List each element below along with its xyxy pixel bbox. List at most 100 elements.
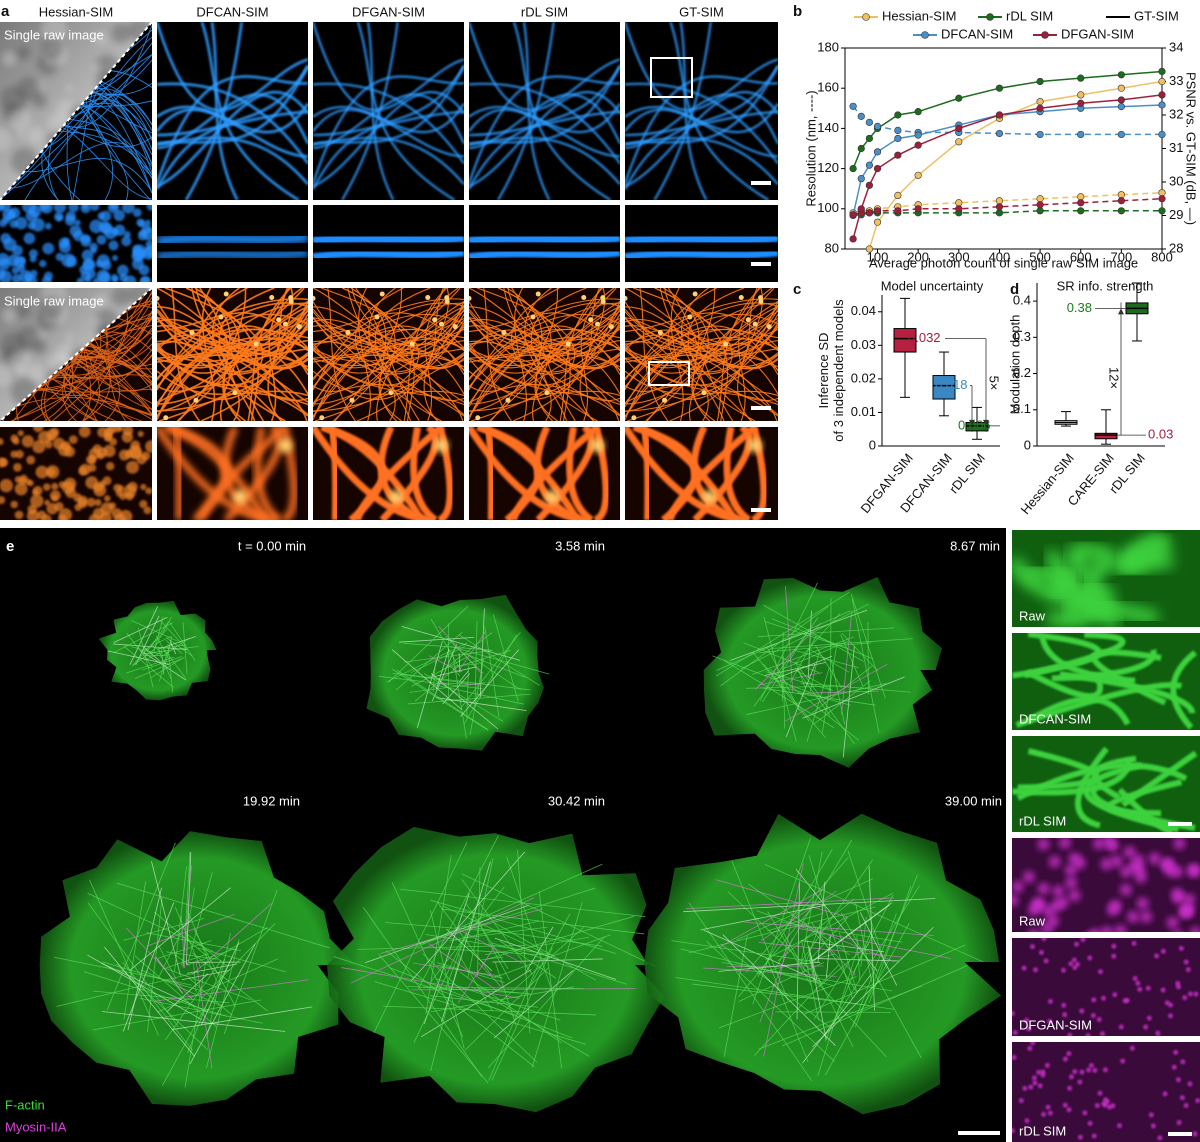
puncta <box>1096 1017 1102 1023</box>
puncta <box>565 341 571 347</box>
fiber <box>738 901 817 998</box>
speckle <box>33 427 44 433</box>
filament <box>469 91 620 188</box>
point <box>1158 101 1166 109</box>
puncta <box>505 397 511 403</box>
fiber <box>723 935 748 1058</box>
fiber <box>373 842 468 1034</box>
puncta <box>1167 1013 1173 1019</box>
puncta <box>1156 1035 1160 1036</box>
speckle <box>118 449 130 461</box>
fiber <box>797 927 951 959</box>
speckle <box>54 501 64 512</box>
point <box>865 181 873 189</box>
filament <box>625 354 778 416</box>
fiber <box>718 961 821 972</box>
fiber <box>680 948 822 985</box>
filament <box>313 354 464 416</box>
fiber <box>789 636 817 683</box>
fiber <box>403 650 493 663</box>
puncta <box>1110 855 1123 868</box>
scale-bar <box>751 181 771 185</box>
filament <box>625 328 778 404</box>
image-background <box>313 22 464 200</box>
puncta <box>313 295 316 301</box>
speckle <box>108 240 119 251</box>
point <box>955 138 963 146</box>
fiber <box>154 979 309 1002</box>
fiber <box>158 944 177 980</box>
puncta <box>1061 1002 1067 1008</box>
filament <box>670 288 684 421</box>
filament <box>625 356 778 401</box>
fiber <box>134 657 185 679</box>
fiber <box>813 958 851 1020</box>
fiber <box>811 902 893 962</box>
speckle <box>16 264 26 273</box>
y2-tick-label: 34 <box>1169 39 1183 54</box>
fiber <box>181 969 230 981</box>
fiber <box>800 669 855 745</box>
fiber <box>1066 584 1115 623</box>
y-tick-label: 80 <box>825 240 839 255</box>
filament <box>176 288 290 421</box>
noise <box>9 350 32 372</box>
speckle <box>31 218 45 232</box>
fiber <box>432 666 477 678</box>
fiber <box>1090 649 1167 706</box>
box <box>965 422 989 432</box>
filament <box>157 336 308 418</box>
point <box>1077 207 1085 215</box>
filament <box>469 316 620 375</box>
filament <box>157 318 308 355</box>
filament <box>356 22 456 200</box>
puncta <box>1037 1083 1043 1089</box>
point <box>1117 191 1125 199</box>
panel-label: c <box>793 281 801 298</box>
puncta <box>1030 1042 1036 1046</box>
fiber <box>142 656 182 671</box>
puncta <box>1148 1112 1154 1118</box>
puncta <box>501 330 507 336</box>
puncta <box>1123 846 1136 859</box>
y-tick-label: 100 <box>817 200 839 215</box>
speckle <box>80 235 92 247</box>
puncta <box>608 324 614 330</box>
puncta <box>409 341 415 347</box>
speckle <box>143 506 152 515</box>
speckle <box>11 245 23 256</box>
fiber <box>859 912 898 986</box>
panel-label: d <box>1010 281 1019 298</box>
fiber <box>860 916 867 967</box>
speckle <box>36 510 47 520</box>
filament <box>580 288 615 421</box>
speckle <box>15 450 24 459</box>
puncta <box>1067 1085 1073 1091</box>
speckle <box>80 270 91 281</box>
fiber <box>407 985 530 994</box>
puncta <box>1031 897 1044 910</box>
fiber <box>123 881 147 1020</box>
filament <box>313 317 464 368</box>
y-tick-label: 0 <box>869 437 876 452</box>
speckle <box>27 504 37 515</box>
fiber <box>764 893 893 960</box>
legend-marker <box>921 31 929 39</box>
speckle <box>0 219 7 228</box>
puncta <box>590 438 605 453</box>
noise <box>9 108 32 131</box>
fiber <box>442 905 544 953</box>
fiber <box>445 636 484 674</box>
image <box>1012 633 1200 730</box>
puncta <box>1097 969 1103 975</box>
point <box>914 108 922 116</box>
filament <box>469 322 620 386</box>
fiber <box>487 936 605 1069</box>
point <box>914 131 922 139</box>
y-tick-label: 0 <box>1024 437 1031 452</box>
fiber <box>494 922 596 981</box>
speckle <box>68 205 79 213</box>
filament <box>341 22 399 200</box>
speckle <box>44 222 52 230</box>
fiber <box>457 948 494 1004</box>
